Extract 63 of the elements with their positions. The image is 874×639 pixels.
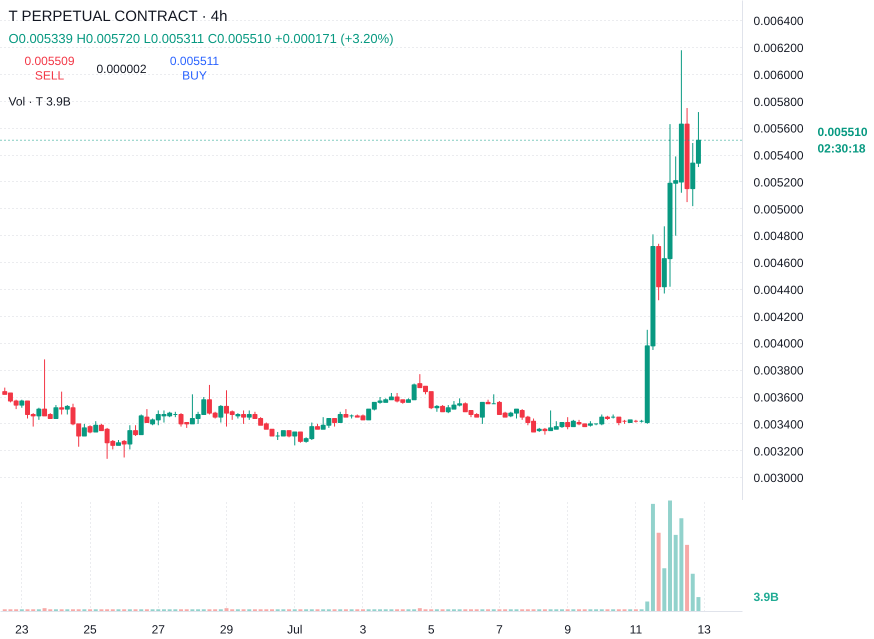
y-tick-label: 0.005600 [754,122,804,136]
y-tick-label: 0.003400 [754,417,804,432]
bar [685,544,690,612]
y-tick-label: 0.004200 [754,310,804,324]
bar [679,518,684,612]
ref-line-label: 0.005510 02:30:18 [818,124,868,156]
candlestick [241,410,246,424]
y-tick-label: 0.004800 [754,229,804,244]
x-tick-label: 9 [564,622,572,636]
y-tick-label: 0.005000 [754,202,804,216]
y-tick-label: 0.006200 [754,41,804,56]
x-tick-label: 3 [360,622,367,636]
candlestick [218,404,224,424]
y-tick-label: 0.004400 [754,282,804,297]
candlestick [82,423,87,436]
candlestick [144,408,150,424]
y-tick-label: 0.004600 [754,256,804,270]
candlestick [64,404,70,415]
x-tick-label: 27 [152,622,166,636]
candlestick [246,410,252,420]
candlestick [133,424,138,436]
candlestick [127,424,132,450]
y-tick-label: 0.005400 [754,148,804,163]
x-tick-label: 25 [83,622,98,636]
x-tick-label: 11 [630,622,642,636]
x-tick-label: 13 [697,622,712,636]
x-tick-label: 29 [220,622,234,636]
annotation: SELL [34,68,65,82]
text: 3.9B [754,590,780,604]
y-tick-label: 0.006000 [754,68,804,82]
candlestick [138,414,144,436]
bar [656,532,661,612]
text: O0.005339 H0.005720 L0.005311 C0.005510 +0.000171 (+3.20%) [8,31,394,46]
x-tick-label: 5 [428,622,435,636]
y-tick-label: 0.003800 [754,364,804,378]
candlestick [53,404,58,420]
x-tick-label: Jul [287,622,302,636]
candlestick [36,407,42,420]
candlestick [338,411,343,424]
bar [42,608,47,612]
candlestick [93,420,98,432]
annotation: Vol · T 3.9B [8,94,71,108]
text: T PERPETUAL CONTRACT · 4h [8,8,228,25]
y-tick-label: 0.005800 [754,94,804,109]
y-tick-label: 0.003000 [754,471,804,486]
annotation: 0.005511 [170,54,220,68]
candlestick [122,440,127,458]
candlestick [292,431,298,446]
bar [696,597,700,612]
candlestick [565,416,570,430]
y-tick-label: 0.006400 [754,14,804,28]
annotation: 0.005509 [24,54,75,68]
y-tick-label: 0.004000 [754,336,804,351]
candlestick [59,391,64,415]
annotation: BUY [182,68,207,82]
y-tick-label: 0.003600 [754,390,804,405]
x-tick-label: 23 [15,622,29,636]
y-tick-label: 0.005200 [754,175,804,190]
x-tick-label: 7 [496,622,504,636]
candlestick [298,431,303,444]
y-tick-label: 0.003200 [754,444,804,458]
candlestick [480,402,485,424]
annotation: 0.000002 [96,62,147,76]
